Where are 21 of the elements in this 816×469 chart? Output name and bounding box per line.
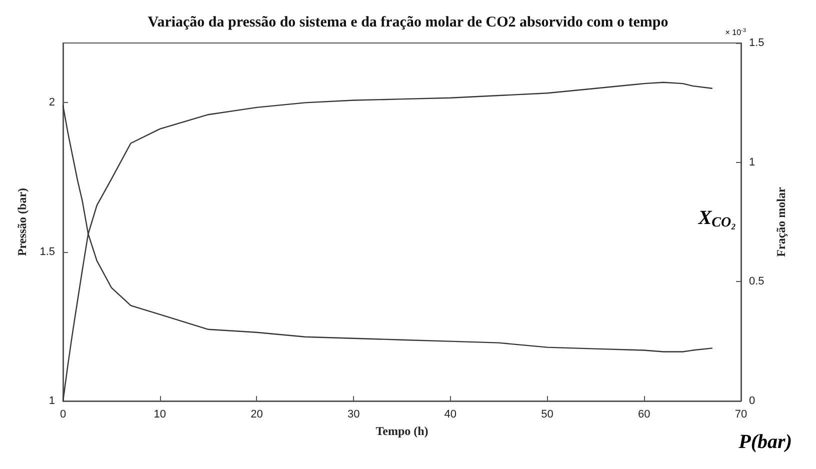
x-tick-label: 30: [347, 408, 360, 420]
x-tick-label: 60: [638, 408, 650, 420]
y2-tick-label: 0.5: [749, 276, 764, 288]
x-tick-label: 20: [250, 408, 263, 420]
x-tick-label: 0: [60, 408, 66, 420]
x-tick-label: 40: [444, 408, 457, 420]
y2-tick-label: 1: [749, 156, 756, 168]
y-axis-title: Pressão (bar): [15, 188, 29, 256]
x-tick-label: 70: [734, 408, 748, 420]
y2-axis-title: Fração molar: [774, 186, 788, 257]
y-tick-label: 1.5: [40, 246, 55, 258]
y-tick-label: 1: [48, 395, 55, 407]
text: P(bar): [738, 431, 792, 453]
chart-title: Variação da pressão do sistema e da fração molar de CO2 absorvido com o tempo: [148, 14, 668, 30]
x-axis-title: Tempo (h): [376, 424, 428, 438]
y2-tick-label: 1.5: [749, 37, 764, 49]
line-series: [62, 82, 713, 402]
y-tick-label: 2: [48, 96, 55, 109]
x-tick-label: 10: [154, 408, 166, 420]
y2-tick-label: 0: [749, 395, 756, 407]
x-tick-label: 50: [541, 408, 554, 420]
